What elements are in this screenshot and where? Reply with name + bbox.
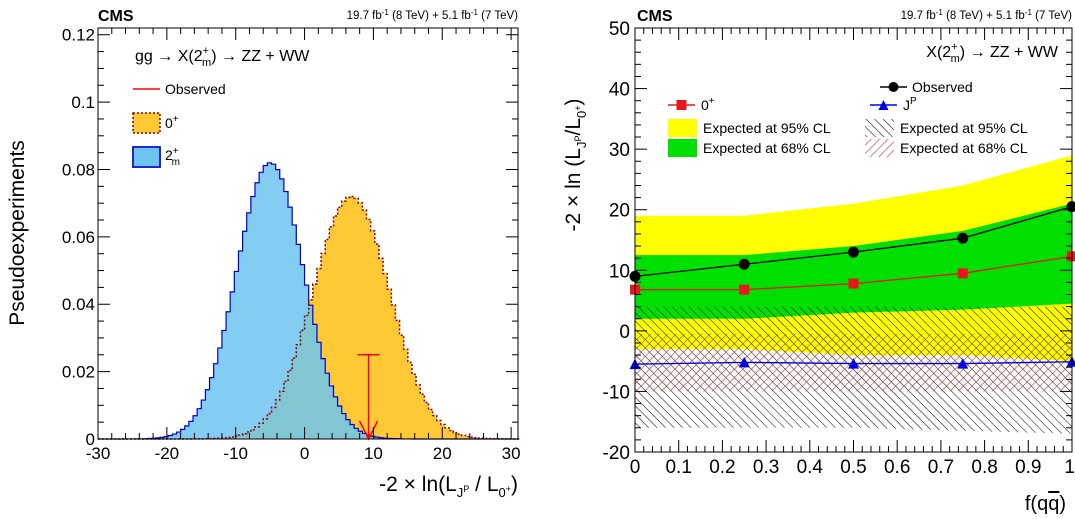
hist-0plus-outline [98,195,520,440]
right-ytick-label: 0 [619,322,630,343]
left-ytick-label: 0.04 [62,295,95,314]
point-jp [1066,356,1075,367]
right-cms-label: CMS [637,8,673,25]
point-0plus [957,268,968,279]
legend-0p-95-swatch [668,119,697,137]
point-observed [957,232,969,244]
right-plot-area [629,155,1075,434]
left-xtick-label: -30 [86,444,111,463]
legend-jp-68-label: Expected at 68% CL [900,140,1028,156]
legend-2m-fill [132,146,161,168]
left-panel: 0 0.02 0.04 0.06 0.08 0.1 0.12 -30 -20 -10 0 10 20 30… [6,8,521,501]
left-ytick-label: 0.06 [62,228,95,247]
left-xtick-label: 0 [300,444,309,463]
right-ytick-label: 10 [609,261,630,282]
left-axes: 0 0.02 0.04 0.06 0.08 0.1 0.12 -30 -20 -10 0 10 20 30 [62,26,521,463]
point-observed [738,258,750,270]
right-legend: Observed 0+ JP Expected at 95% CL Expect… [668,79,1028,157]
right-ytick-label: 20 [609,201,630,222]
left-legend: Observed 0+ 2+ m [132,81,226,168]
legend-0p-68-swatch [668,139,697,157]
left-ytick-label: 0 [86,430,95,449]
legend-jp-marker [878,100,889,110]
right-xtick-label: 0.1 [665,457,691,478]
legend-0p-95-label: Expected at 95% CL [703,120,831,136]
left-ytick-label: 0.02 [62,363,95,382]
point-observed [848,246,859,258]
left-xtick-label: 20 [433,444,452,463]
right-xtick-label: 0.6 [884,457,910,478]
right-xtick-label: 0 [630,457,641,478]
legend-0p-marker [676,100,687,110]
right-xtick-label: 0.4 [797,457,824,478]
left-xtick-label: -20 [155,444,180,463]
right-xtick-label: 0.2 [709,457,735,478]
point-0plus [848,278,859,289]
right-ytick-label: 30 [609,140,630,161]
left-ytick-label: 0.08 [62,160,95,179]
left-xtick-label: -10 [223,444,248,463]
right-ytick-label: -10 [603,382,630,403]
right-xtick-label: 0.5 [840,457,866,478]
left-lumi-label: 19.7 fb-1 (8 TeV) + 5.1 fb-1 (7 TeV) [347,8,519,23]
right-ytick-label: 40 [609,80,630,101]
right-xtick-label: 0.8 [971,457,997,478]
legend-jp-95-label: Expected at 95% CL [900,120,1028,136]
legend-observed-label: Observed [165,81,226,97]
right-ytick-label: 50 [609,19,630,40]
right-process-label: X(2+ m) → ZZ + WW [926,41,1059,65]
right-panel: -20 -10 0 10 20 30 40 50 0 0.1 0.2 0.3 0.4 0.5 0.6 0.7 0… [562,8,1075,515]
left-cms-label: CMS [98,8,134,25]
left-x-axis-label: -2 × ln(LJP / L0+) [379,473,518,500]
right-xtick-label: 0.9 [1015,457,1041,478]
left-frame [97,27,519,440]
point-jp [738,356,750,368]
left-process-label: gg → X(2+ m) → ZZ + WW [135,45,310,69]
right-axes: -20 -10 0 10 20 30 40 50 0 0.1 0.2 0.3 0.4 0.5 0.6 0.7 0… [603,19,1075,478]
right-xtick-label: 1 [1064,457,1075,478]
legend-jp-label: JP [903,96,917,113]
legend-obs-label: Observed [912,79,973,95]
left-ytick-label: 0.12 [62,26,95,45]
point-0plus [1067,251,1075,262]
left-xtick-label: 10 [364,444,383,463]
point-0plus [739,284,750,295]
right-y-axis-label: -2 × ln (LJP/L0+) [562,99,589,232]
right-ytick-label: -20 [603,443,630,464]
left-ytick-label: 0.1 [71,93,95,112]
left-plot-area [98,162,520,441]
legend-jp-95-swatch [865,119,894,137]
legend-0plus-label: 0+ [165,114,179,131]
right-xtick-label: 0.7 [928,457,954,478]
legend-0p-label: 0+ [701,96,715,113]
legend-obs-marker [888,82,899,92]
left-xtick-label: 30 [502,444,521,463]
legend-0plus-swatch [132,112,161,134]
left-y-axis-label: Pseudoexperiments [6,140,29,326]
point-jp [957,358,969,369]
point-jp [848,358,859,369]
legend-2m-label: 2+ m [165,146,180,168]
right-x-axis-label: f(qq) [1025,493,1066,515]
right-lumi-label: 19.7 fb-1 (8 TeV) + 5.1 fb-1 (7 TeV) [901,8,1073,23]
legend-0p-68-label: Expected at 68% CL [703,140,831,156]
legend-jp-68-swatch [865,139,894,157]
right-xtick-label: 0.3 [753,457,779,478]
